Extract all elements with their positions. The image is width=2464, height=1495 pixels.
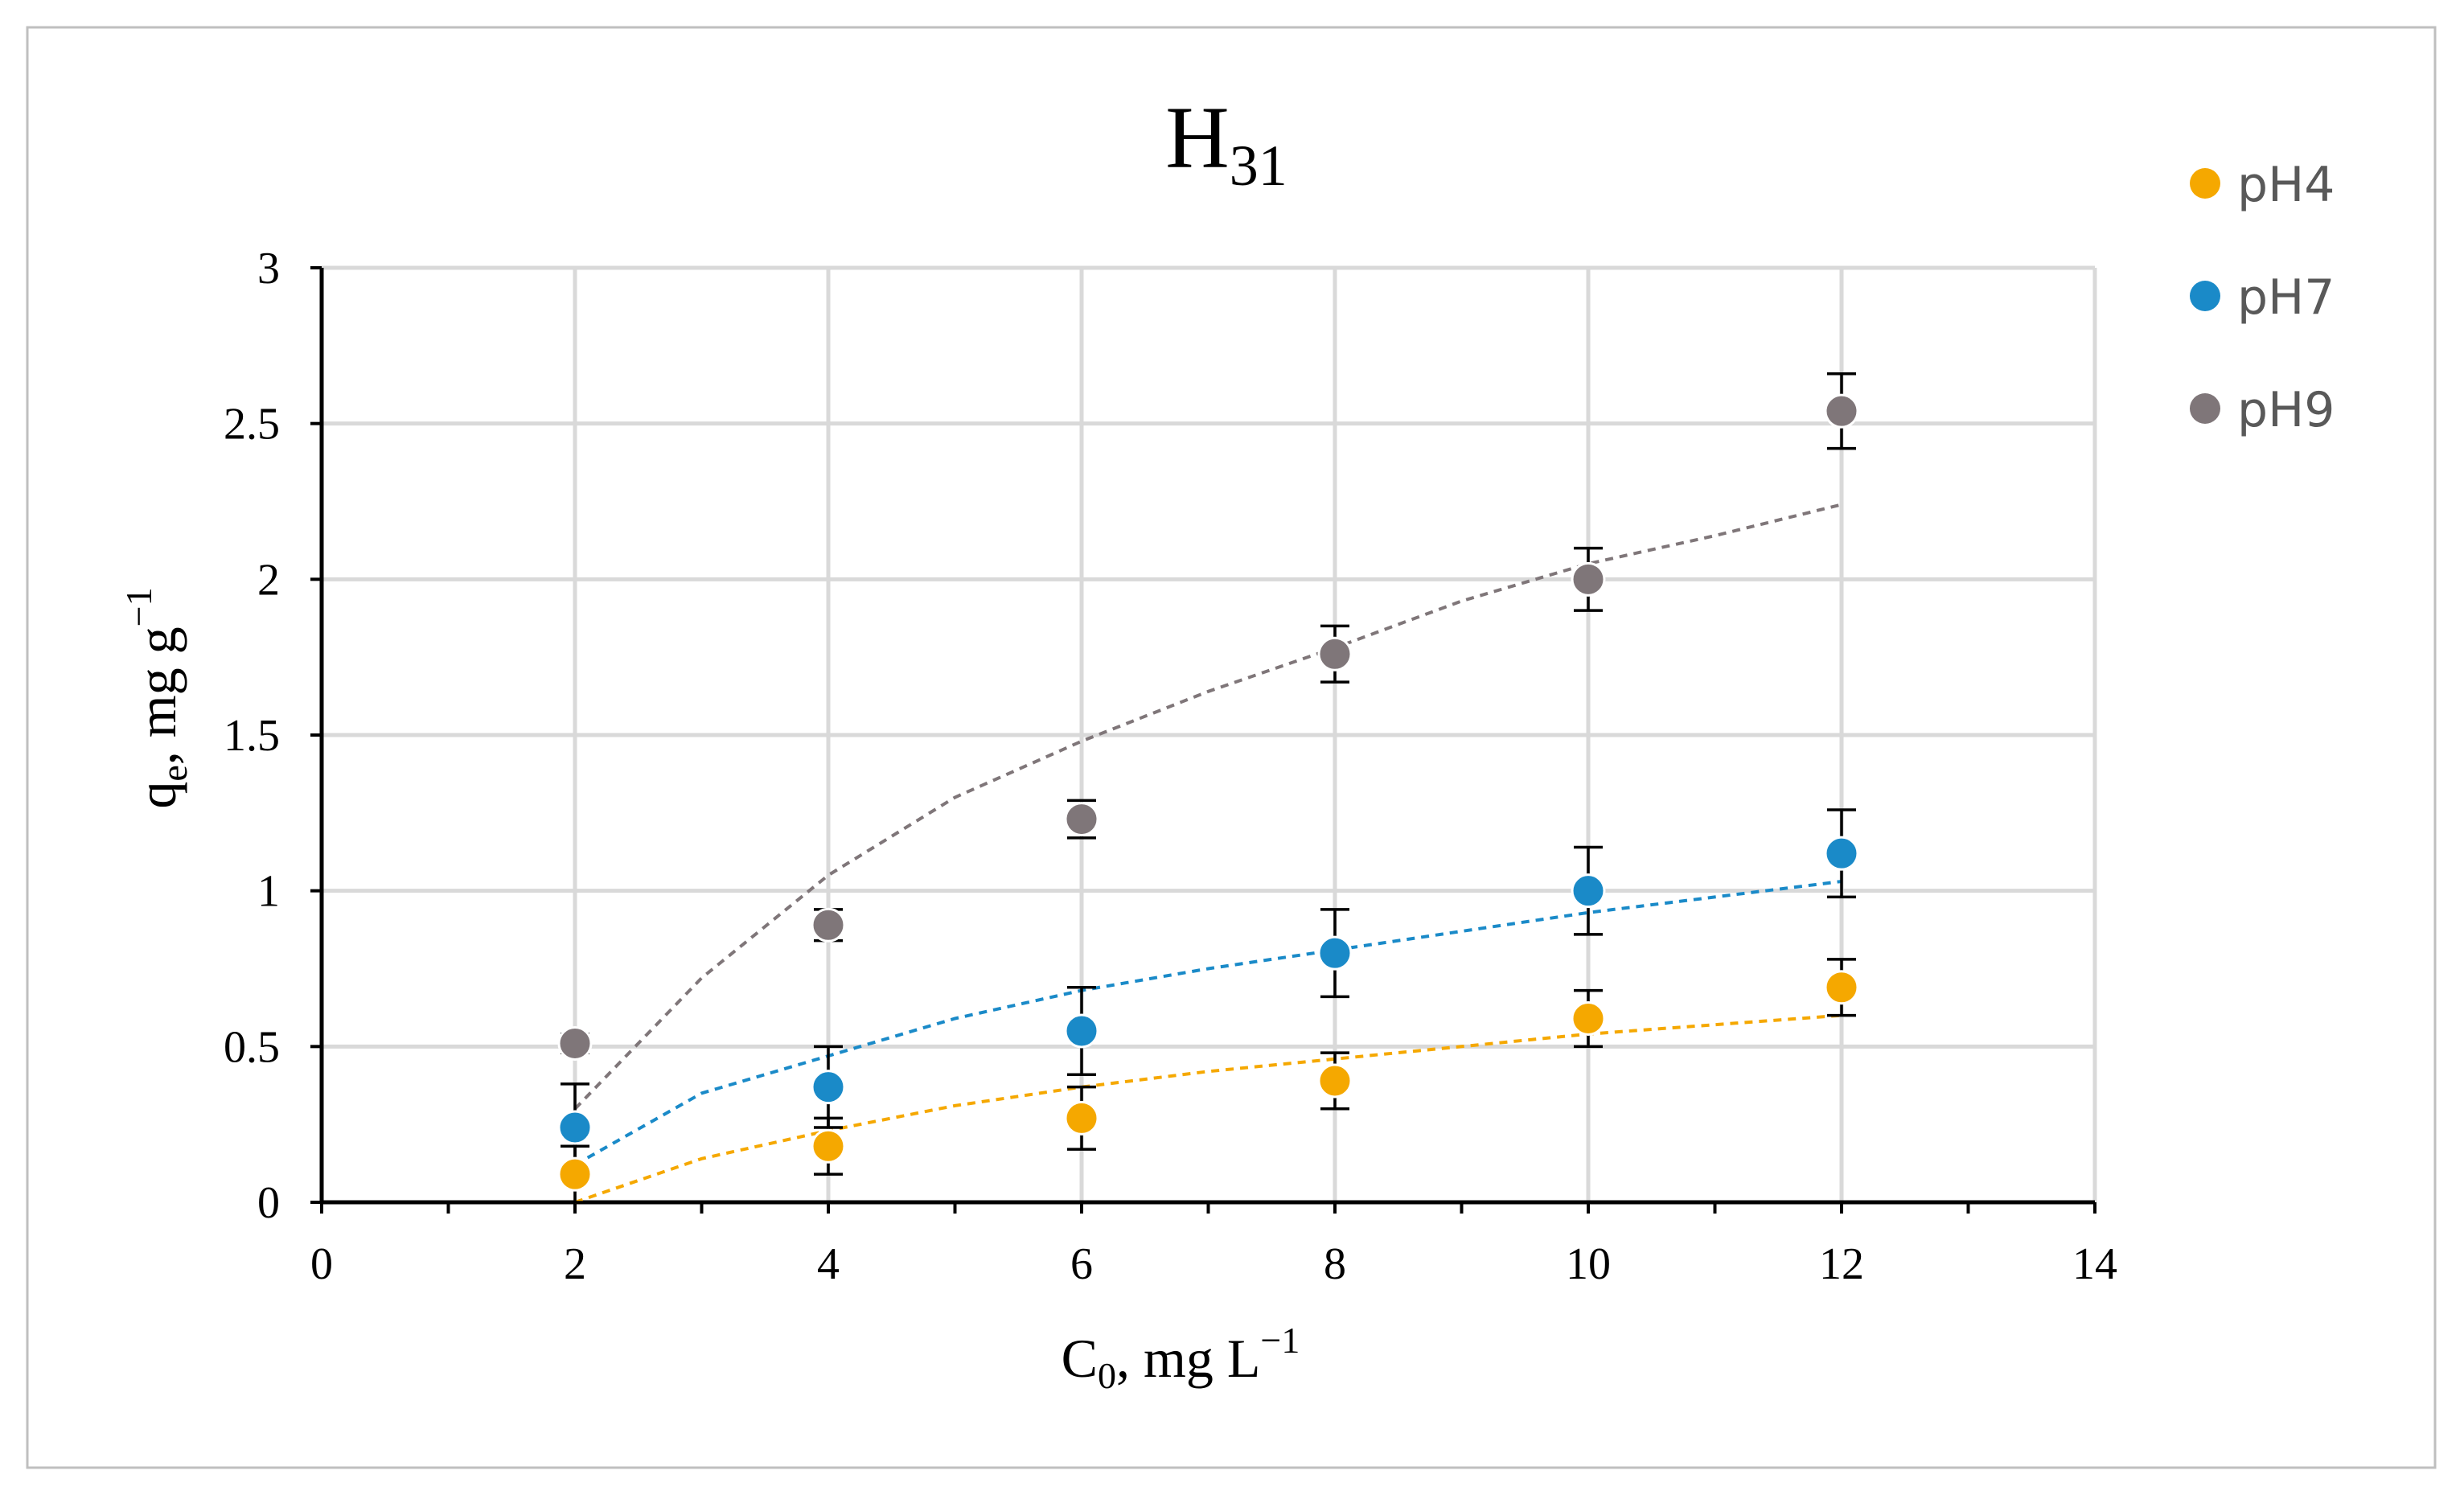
data-point-pH4 — [1571, 1000, 1606, 1036]
data-point-pH7 — [1064, 1013, 1099, 1049]
legend-label-pH7: pH7 — [2237, 269, 2335, 326]
tick-labels: 0 2 4 6 8 10 12 14 0 0.5 1 1.5 2 2.5 3 — [224, 244, 2117, 1289]
x-tick-label: 14 — [2072, 1239, 2117, 1289]
legend: pH4 pH7 pH9 — [2190, 157, 2335, 438]
data-point-pH4 — [1317, 1063, 1353, 1099]
x-tick-label: 4 — [817, 1239, 840, 1289]
data-point-pH7 — [557, 1110, 593, 1145]
data-point-pH7 — [811, 1070, 846, 1105]
legend-marker-pH7 — [2190, 281, 2220, 311]
data-point-pH9 — [1824, 393, 1859, 429]
legend-label-pH9: pH9 — [2237, 382, 2335, 438]
y-tick-label: 2 — [257, 555, 280, 605]
data-point-pH7 — [1571, 873, 1606, 909]
y-tick-label: 0 — [257, 1178, 280, 1228]
legend-label-pH4: pH4 — [2237, 157, 2335, 213]
data-point-pH9 — [1064, 802, 1099, 837]
y-tick-label: 2.5 — [224, 400, 280, 450]
axes — [310, 266, 2096, 1214]
trendline-pH7 — [574, 880, 1842, 1167]
trendline-pH9 — [573, 503, 1842, 1111]
chart-title: H31 — [1165, 88, 1287, 198]
data-points — [557, 393, 1859, 1192]
x-tick-label: 10 — [1566, 1239, 1611, 1289]
data-point-pH9 — [557, 1025, 593, 1061]
x-tick-label: 6 — [1070, 1239, 1093, 1289]
x-tick-label: 8 — [1324, 1239, 1346, 1289]
y-tick-label: 0.5 — [224, 1022, 280, 1072]
data-point-pH9 — [811, 907, 846, 943]
data-point-pH4 — [811, 1128, 846, 1164]
data-point-pH4 — [1064, 1100, 1099, 1136]
data-point-pH7 — [1317, 935, 1353, 971]
x-tick-label: 2 — [564, 1239, 586, 1289]
data-point-pH7 — [1824, 836, 1859, 871]
legend-marker-pH9 — [2190, 393, 2220, 424]
legend-marker-pH4 — [2190, 168, 2220, 199]
y-tick-label: 1 — [257, 867, 280, 917]
data-point-pH9 — [1317, 636, 1353, 672]
x-tick-label: 12 — [1819, 1239, 1864, 1289]
x-tick-label: 0 — [310, 1239, 333, 1289]
data-point-pH4 — [557, 1156, 593, 1192]
y-axis-label: qe, mg g−1 — [118, 587, 195, 808]
data-point-pH4 — [1824, 970, 1859, 1005]
x-axis-label: C0, mg L−1 — [1062, 1320, 1300, 1396]
data-point-pH9 — [1571, 561, 1606, 597]
y-tick-label: 1.5 — [224, 711, 280, 761]
trendlines — [573, 503, 1842, 1204]
y-tick-label: 3 — [257, 244, 280, 294]
trendline-pH4 — [574, 1013, 1842, 1204]
